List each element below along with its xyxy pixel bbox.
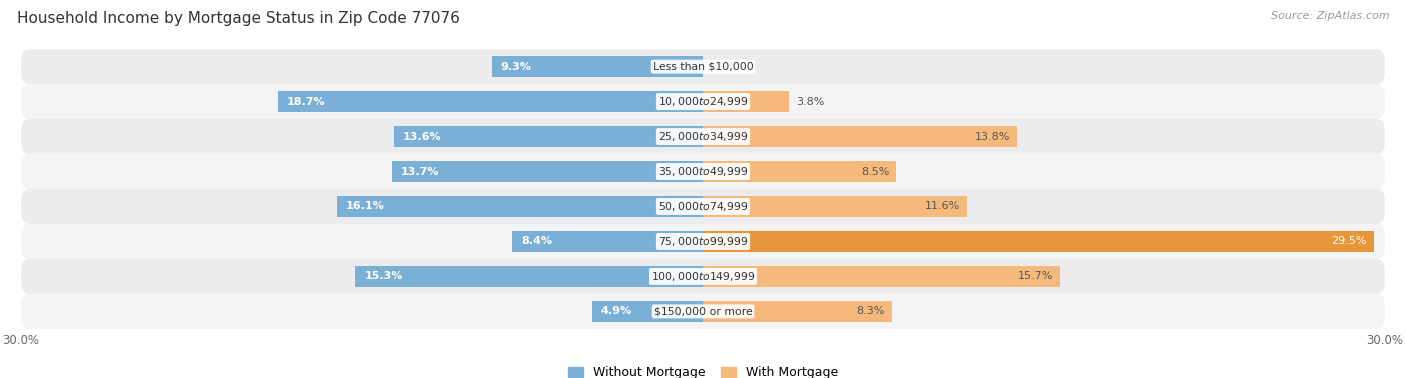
Text: 8.5%: 8.5% (860, 167, 890, 177)
Text: $10,000 to $24,999: $10,000 to $24,999 (658, 95, 748, 108)
Text: 3.8%: 3.8% (796, 97, 824, 107)
FancyBboxPatch shape (21, 119, 1385, 154)
Bar (703, 266, 1060, 287)
FancyBboxPatch shape (21, 294, 1385, 329)
Text: 18.7%: 18.7% (287, 97, 326, 107)
Text: 13.8%: 13.8% (974, 132, 1010, 141)
Text: $100,000 to $149,999: $100,000 to $149,999 (651, 270, 755, 283)
Text: $25,000 to $34,999: $25,000 to $34,999 (658, 130, 748, 143)
FancyBboxPatch shape (21, 49, 1385, 84)
Text: 15.3%: 15.3% (364, 271, 402, 281)
FancyBboxPatch shape (21, 154, 1385, 189)
Bar (512, 231, 703, 252)
Bar (492, 56, 703, 77)
Text: $35,000 to $49,999: $35,000 to $49,999 (658, 165, 748, 178)
Text: 16.1%: 16.1% (346, 201, 385, 211)
Text: 13.7%: 13.7% (401, 167, 439, 177)
Text: $50,000 to $74,999: $50,000 to $74,999 (658, 200, 748, 213)
Bar (592, 301, 703, 322)
Text: Source: ZipAtlas.com: Source: ZipAtlas.com (1271, 11, 1389, 21)
FancyBboxPatch shape (21, 259, 1385, 294)
Bar (703, 126, 1017, 147)
Bar (392, 161, 703, 182)
Bar (703, 231, 1374, 252)
FancyBboxPatch shape (21, 84, 1385, 119)
Bar (394, 126, 703, 147)
Bar (703, 196, 967, 217)
Text: 4.9%: 4.9% (600, 307, 631, 316)
Bar (703, 161, 896, 182)
Bar (337, 196, 703, 217)
Text: 8.3%: 8.3% (856, 307, 884, 316)
Text: 11.6%: 11.6% (925, 201, 960, 211)
Text: $75,000 to $99,999: $75,000 to $99,999 (658, 235, 748, 248)
Bar (703, 91, 789, 112)
Text: 15.7%: 15.7% (1018, 271, 1053, 281)
Bar (356, 266, 703, 287)
Text: 29.5%: 29.5% (1331, 237, 1367, 246)
Text: 9.3%: 9.3% (501, 62, 531, 71)
Legend: Without Mortgage, With Mortgage: Without Mortgage, With Mortgage (562, 361, 844, 378)
Text: 0.0%: 0.0% (710, 62, 738, 71)
Text: Household Income by Mortgage Status in Zip Code 77076: Household Income by Mortgage Status in Z… (17, 11, 460, 26)
FancyBboxPatch shape (21, 189, 1385, 224)
Text: 13.6%: 13.6% (404, 132, 441, 141)
Text: 8.4%: 8.4% (522, 237, 553, 246)
Text: Less than $10,000: Less than $10,000 (652, 62, 754, 71)
Bar (703, 301, 891, 322)
FancyBboxPatch shape (21, 224, 1385, 259)
Bar (278, 91, 703, 112)
Text: $150,000 or more: $150,000 or more (654, 307, 752, 316)
